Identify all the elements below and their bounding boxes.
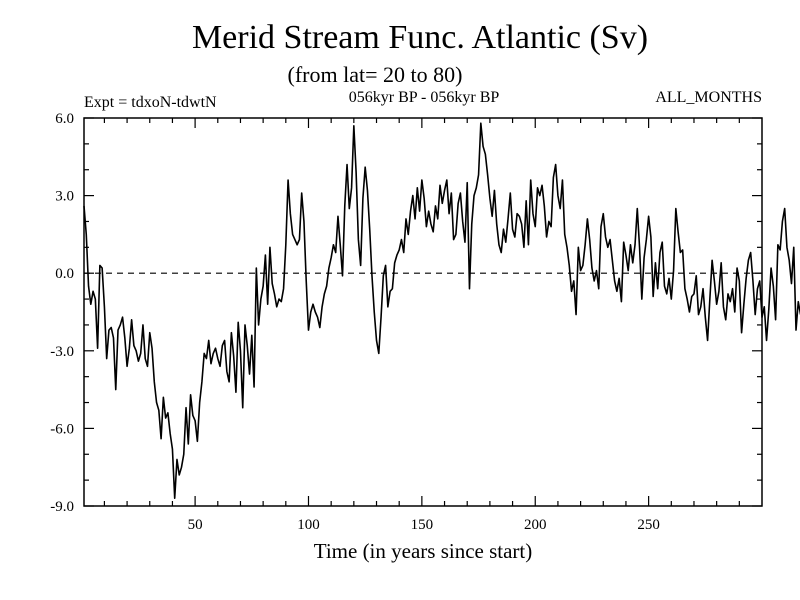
y-tick-label: -9.0 — [50, 499, 74, 515]
months-label: ALL_MONTHS — [655, 89, 762, 106]
y-tick-label: -3.0 — [50, 344, 74, 360]
plot-frame — [83, 117, 763, 507]
y-tick-label: -6.0 — [50, 421, 74, 437]
y-tick-label: 0.0 — [55, 266, 74, 282]
chart-subtitle: (from lat= 20 to 80) — [288, 62, 463, 87]
period-label: 056kyr BP - 056kyr BP — [349, 89, 500, 106]
x-tick-label: 100 — [297, 517, 320, 533]
x-tick-label: 200 — [524, 517, 547, 533]
y-tick-labels: 6.0 3.0 0.0 -3.0 -6.0 -9.0 — [50, 111, 74, 515]
data-series-line — [83, 122, 800, 500]
y-tick-label: 6.0 — [55, 111, 74, 127]
y-tick-label: 3.0 — [55, 189, 74, 205]
x-axis-label: Time (in years since start) — [314, 539, 533, 563]
axis-ticks — [84, 117, 762, 507]
chart-title: Merid Stream Func. Atlantic (Sv) — [192, 19, 648, 56]
experiment-label: Expt = tdxoN-tdwtN — [84, 94, 217, 111]
x-tick-label: 50 — [188, 517, 203, 533]
x-tick-label: 150 — [411, 517, 434, 533]
x-tick-label: 250 — [637, 517, 660, 533]
x-tick-labels: 50 100 150 200 250 — [188, 517, 660, 533]
